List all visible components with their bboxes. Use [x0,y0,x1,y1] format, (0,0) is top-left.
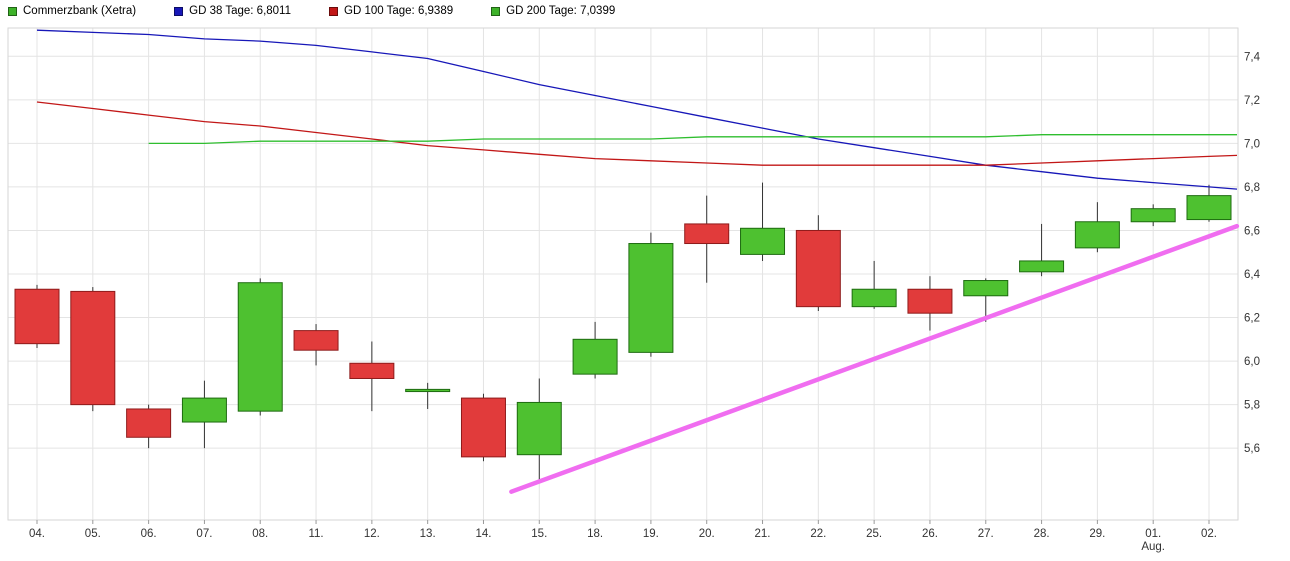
x-tick-label: 04. [29,528,45,540]
candle-body-04. [14,288,60,345]
candle-body-21. [740,227,786,255]
candle-body-14. [460,397,506,458]
legend-label-gd200: GD 200 Tage: 7,0399 [506,5,616,17]
x-tick-label: 22. [810,528,826,540]
ma-line-gd-200-tage [148,134,1237,145]
x-tick-label: 29. [1089,528,1105,540]
chart-legend: Commerzbank (Xetra) GD 38 Tage: 6,8011 G… [8,5,653,17]
candle-body-29. [1074,221,1120,249]
candle-body-01. [1130,208,1176,223]
candle-body-13. [405,388,451,393]
x-tick-label: 07. [196,528,212,540]
legend-label-commerzbank: Commerzbank (Xetra) [23,5,137,17]
x-tick-label: 18. [587,528,603,540]
x-tick-label: 02. [1201,528,1217,540]
x-tick-label: 01. [1145,528,1161,540]
candle-body-11. [293,330,339,351]
candle-body-02. [1186,195,1232,221]
legend-swatch-gd38 [174,6,184,16]
candle-body-15. [516,401,562,456]
x-tick-label: 28. [1034,528,1050,540]
y-tick-label: 7,2 [1244,95,1260,107]
candle-body-19. [628,243,674,353]
ma-lines [36,29,1238,190]
legend-item-gd38: GD 38 Tage: 6,8011 [174,5,291,17]
plot-border [7,27,1239,521]
legend-swatch-gd100 [329,6,338,16]
y-axis-labels: 7,4 7,2 7,0 6,8 6,6 6,4 6,2 6,0 5,8 5,6 [1244,51,1261,455]
x-tick-label: 05. [85,528,101,540]
trendline-group [509,223,1240,494]
y-tick-label: 7,4 [1244,51,1261,63]
x-tick-label: 20. [699,528,715,540]
candle-body-27. [963,280,1009,297]
trendline [509,223,1240,494]
legend-label-gd100: GD 100 Tage: 6,9389 [344,5,454,17]
gridlines [7,27,1239,521]
x-tick-label: 15. [531,528,547,540]
y-tick-label: 5,6 [1244,443,1260,455]
legend-swatch-commerzbank [8,6,17,16]
x-tick-label: 12. [364,528,380,540]
y-tick-label: 7,0 [1244,138,1260,150]
candle-body-18. [572,338,618,375]
x-tick-label: 21. [755,528,771,540]
x-tick-label: 25. [866,528,882,540]
x-axis-month-label: Aug. [1141,541,1165,553]
ma-line-gd-38-tage [36,29,1238,190]
x-tick-label: 19. [643,528,659,540]
y-tick-label: 6,4 [1244,269,1261,281]
candle-body-06. [126,408,172,438]
candle-body-07. [181,397,227,423]
candle-body-26. [907,288,953,314]
x-tick-label: 27. [978,528,994,540]
candle-body-25. [851,288,897,308]
legend-item-gd200: GD 200 Tage: 7,0399 [491,5,615,17]
candle-body-12. [349,362,395,379]
legend-label-gd38: GD 38 Tage: 6,8011 [189,5,291,17]
x-tick-label: 14. [475,528,491,540]
candle-body-28. [1019,260,1065,273]
x-tick-label: 13. [420,528,436,540]
ma-line-gd-100-tage [36,101,1238,166]
y-tick-label: 6,2 [1244,313,1260,325]
y-tick-label: 6,8 [1244,182,1260,194]
y-tick-label: 6,0 [1244,356,1260,368]
legend-item-gd100: GD 100 Tage: 6,9389 [329,5,453,17]
x-tick-label: 11. [308,528,323,540]
candle-body-08. [237,282,283,412]
x-tick-label: 26. [922,528,938,540]
candle-body-05. [70,290,116,406]
x-axis-labels: 04. 05. 06. 07. 08. 11. 12. 13. 14. 15. 18. 19. 20. 2… [29,520,1217,553]
candle-body-20. [684,223,730,245]
candle-body-22. [795,229,841,308]
legend-item-commerzbank: Commerzbank (Xetra) [8,5,136,17]
y-tick-label: 5,8 [1244,400,1260,412]
legend-swatch-gd200 [491,6,501,16]
x-tick-label: 08. [252,528,268,540]
candles [14,182,1232,483]
x-tick-label: 06. [141,528,157,540]
y-tick-label: 6,6 [1244,225,1260,237]
